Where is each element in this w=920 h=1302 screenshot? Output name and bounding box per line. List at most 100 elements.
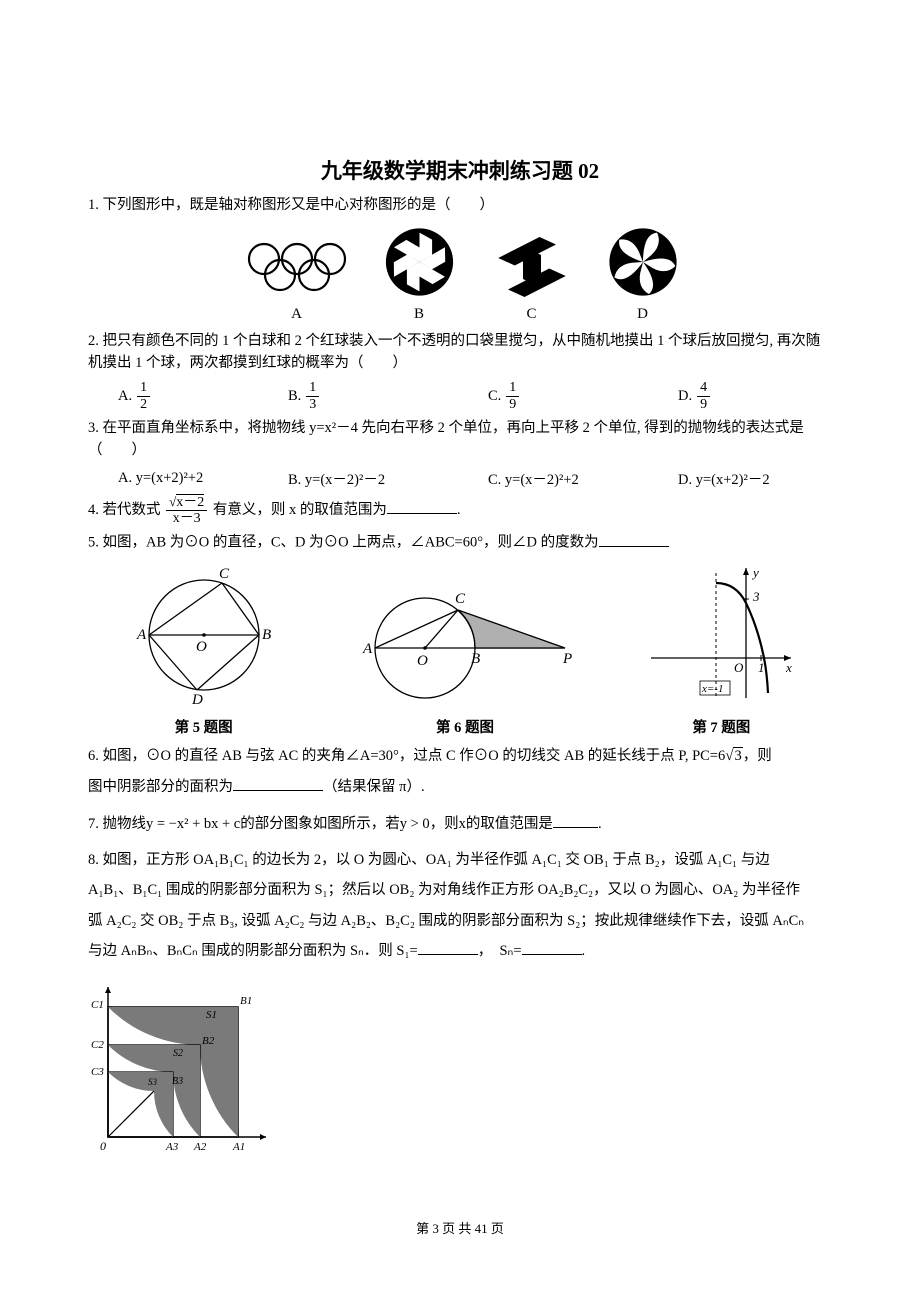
q7-expr: y = −x² + bx + c — [146, 816, 240, 832]
q6-rad: 3 — [733, 747, 742, 764]
q6-prefix: 6. 如图，⊙O 的直径 AB 与弦 AC 的夹角∠A=30°，过点 C 作⊙O… — [88, 748, 718, 764]
svg-text:O: O — [417, 653, 428, 669]
q2-opt-b-label: B. — [288, 388, 301, 405]
question-5: 5. 如图，AB 为⊙O 的直径，C、D 为⊙O 上两点，∠ABC=60°，则∠… — [88, 532, 832, 554]
q6-line2: 图中阴影部分的面积为 — [88, 779, 233, 795]
q6-coef: 6 — [718, 748, 725, 764]
q7-prefix: 7. 抛物线 — [88, 816, 146, 832]
q1-figures: A B C — [88, 227, 832, 323]
q6-mid: ，则 — [743, 748, 772, 764]
q5-text: 5. 如图，AB 为⊙O 的直径，C、D 为⊙O 上两点，∠ABC=60°，则∠… — [88, 535, 599, 551]
svg-text:B: B — [262, 627, 271, 643]
q2-opt-a: A. 12 — [118, 380, 288, 412]
q2b-num: 1 — [306, 380, 319, 396]
q2-opt-d-label: D. — [678, 388, 692, 405]
q2-opt-d: D. 49 — [678, 380, 712, 412]
q8-l1: 8. 如图，正方形 OA₁B₁C₁ 的边长为 2，以 O 为圆心、OA₁ 为半径… — [88, 852, 770, 868]
pinwheel-icon — [607, 227, 679, 297]
svg-text:x: x — [785, 660, 792, 675]
svg-text:S1: S1 — [206, 1009, 217, 1021]
q2a-num: 1 — [137, 380, 150, 396]
svg-text:B1: B1 — [240, 995, 252, 1007]
q2b-den: 3 — [306, 397, 319, 412]
hex-flower-icon — [382, 227, 457, 297]
q8-blank-2 — [522, 941, 582, 956]
q3-opt-b: B. y=(x－2)²－2 — [288, 468, 488, 489]
figure-5: A B C D O 第 5 题图 — [124, 563, 284, 737]
fig5-caption: 第 5 题图 — [124, 716, 284, 737]
svg-text:S2: S2 — [173, 1048, 183, 1059]
svg-text:y: y — [751, 565, 759, 580]
fig7-caption: 第 7 题图 — [646, 716, 796, 737]
svg-text:O: O — [734, 660, 744, 675]
q3-opt-d: D. y=(x+2)²－2 — [678, 468, 770, 489]
q4-num-rad: x－2 — [176, 494, 204, 510]
page-footer: 第 3 页 共 41 页 — [0, 1218, 920, 1237]
question-2: 2. 把只有颜色不同的 1 个白球和 2 个红球装入一个不透明的口袋里搅匀，从中… — [88, 331, 832, 375]
s-logo-icon — [487, 237, 577, 297]
svg-text:3: 3 — [752, 589, 760, 604]
svg-text:C2: C2 — [91, 1039, 104, 1051]
q2-options: A. 12 B. 13 C. 19 D. 49 — [88, 380, 832, 412]
q2d-num: 4 — [697, 380, 710, 396]
q2a-den: 2 — [137, 397, 150, 412]
q7-blank — [553, 813, 598, 828]
svg-text:B2: B2 — [202, 1035, 215, 1047]
q6-blank — [233, 777, 323, 792]
q2-opt-a-label: A. — [118, 388, 132, 405]
q8-l4a: 与边 AₙBₙ、BₙCₙ 围成的阴影部分面积为 Sₙ．则 S₁= — [88, 943, 418, 959]
svg-text:S3: S3 — [148, 1077, 158, 1087]
q3-options: A. y=(x+2)²+2 B. y=(x－2)²－2 C. y=(x－2)²+… — [88, 468, 832, 489]
q7-suffix: ，则x的取值范围是 — [430, 816, 553, 832]
question-7: 7. 抛物线y = −x² + bx + c的部分图象如图所示，若y > 0，则… — [88, 809, 832, 839]
q1-figure-b: B — [382, 227, 457, 323]
svg-text:O: O — [196, 639, 207, 655]
q3-opt-a: A. y=(x+2)²+2 — [118, 468, 288, 489]
page-title: 九年级数学期末冲刺练习题 02 — [88, 155, 832, 185]
q4-end: . — [457, 502, 461, 518]
figure-row-5-6-7: A B C D O 第 5 题图 A B C O P 第 6 题图 — [88, 563, 832, 737]
olympic-rings-icon — [242, 237, 352, 297]
q4-suffix: 有意义，则 x 的取值范围为 — [213, 502, 387, 518]
svg-text:C1: C1 — [91, 999, 104, 1011]
q1-label-c: C — [487, 306, 577, 323]
q1-figure-d: D — [607, 227, 679, 323]
q4-num: √x－2 — [166, 495, 207, 511]
svg-text:A3: A3 — [165, 1141, 179, 1152]
svg-text:B: B — [471, 651, 480, 667]
q5-blank — [599, 532, 669, 547]
q6-suffix: （结果保留 π）. — [323, 779, 425, 795]
svg-text:P: P — [562, 651, 572, 667]
svg-text:A1: A1 — [232, 1141, 245, 1152]
figure-8-svg: 0 A1 A2 A3 B1 B2 B3 C1 C2 C3 S1 S2 S3 — [88, 982, 273, 1152]
svg-text:D: D — [191, 692, 203, 708]
q2c-den: 9 — [506, 397, 519, 412]
q3-opt-c: C. y=(x－2)²+2 — [488, 468, 678, 489]
svg-text:C: C — [455, 591, 466, 607]
svg-text:0: 0 — [100, 1139, 106, 1152]
q2c-num: 1 — [506, 380, 519, 396]
q8-blank-1 — [418, 941, 478, 956]
svg-text:A: A — [362, 641, 373, 657]
figure-7: O 1 3 x y x=-1 第 7 题图 — [646, 563, 796, 737]
q1-label-d: D — [607, 306, 679, 323]
figure-7-svg: O 1 3 x y x=-1 — [646, 563, 796, 708]
q2-opt-c: C. 19 — [488, 380, 678, 412]
q7-mid: 的部分图象如图所示，若 — [240, 816, 400, 832]
question-8: 8. 如图，正方形 OA₁B₁C₁ 的边长为 2，以 O 为圆心、OA₁ 为半径… — [88, 845, 832, 967]
question-6: 6. 如图，⊙O 的直径 AB 与弦 AC 的夹角∠A=30°，过点 C 作⊙O… — [88, 741, 832, 803]
q4-den: x－3 — [166, 511, 207, 526]
svg-text:x=-1: x=-1 — [701, 683, 723, 695]
q8-l2: A₁B₁、B₁C₁ 围成的阴影部分面积为 S₁；然后以 OB₂ 为对角线作正方形… — [88, 882, 800, 898]
figure-8: 0 A1 A2 A3 B1 B2 B3 C1 C2 C3 S1 S2 S3 — [88, 982, 832, 1157]
q2-opt-b: B. 13 — [288, 380, 488, 412]
q7-cond: y > 0 — [400, 816, 430, 832]
question-1: 1. 下列图形中，既是轴对称图形又是中心对称图形的是（ ） — [88, 195, 832, 217]
q1-label-b: B — [382, 306, 457, 323]
q2-opt-c-label: C. — [488, 388, 501, 405]
q4-prefix: 4. 若代数式 — [88, 502, 161, 518]
q8-l4b: ， Sₙ= — [478, 943, 522, 959]
q1-label-a: A — [242, 306, 352, 323]
fig6-caption: 第 6 题图 — [355, 716, 575, 737]
q1-figure-a: A — [242, 237, 352, 323]
